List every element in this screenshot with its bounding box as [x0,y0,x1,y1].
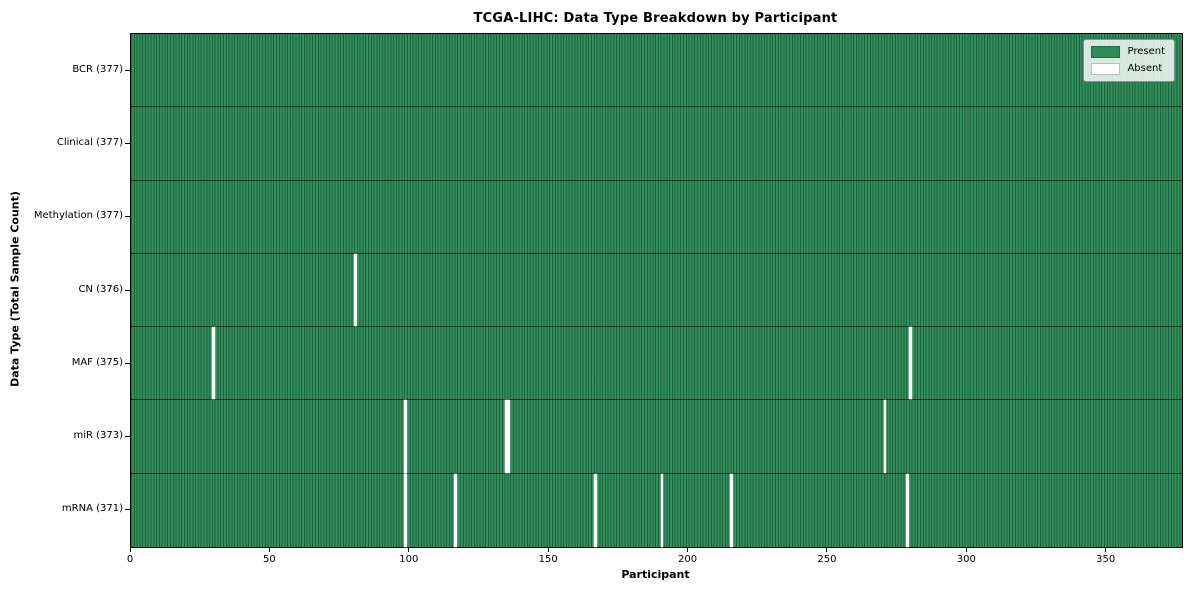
legend-label-absent: Absent [1127,63,1163,74]
x-tick-label: 300 [956,554,976,565]
x-tick-mark [826,547,828,552]
absent-bar [211,327,215,400]
y-tick-mark [125,436,130,438]
x-tick-label: 250 [817,554,837,565]
legend-swatch-present-icon [1091,46,1121,58]
x-tick-label: 100 [399,554,419,565]
data-type-row-miR [131,400,1182,474]
absent-bar [507,400,511,473]
x-tick-label: 200 [678,554,698,565]
y-tick-mark [125,216,130,218]
x-tick-label: 150 [538,554,558,565]
y-tick-label: miR (373) [73,430,123,442]
absent-bar [454,473,458,547]
x-tick-mark [965,547,967,552]
y-tick-label: mRNA (371) [61,503,123,515]
legend-label-present: Present [1127,46,1165,57]
y-tick-label: CN (376) [78,283,123,295]
absent-bar [660,473,664,547]
data-type-row-CN [131,253,1182,328]
absent-bar [883,400,887,473]
x-tick-label: 0 [126,554,134,565]
x-tick-mark [408,547,410,552]
y-tick-label: MAF (375) [71,356,123,368]
legend-swatch-absent-icon [1091,63,1121,75]
data-type-row-BCR [131,34,1182,108]
plot-area: Present Absent [130,33,1183,548]
y-tick-label: BCR (377) [72,63,123,75]
x-tick-mark [1105,547,1107,552]
chart-title: TCGA-LIHC: Data Type Breakdown by Partic… [473,11,838,26]
y-tick-label: Clinical (377) [56,136,123,148]
absent-bar [504,400,508,473]
y-tick-mark [125,69,130,71]
x-tick-label: 50 [263,554,276,565]
x-tick-mark [547,547,549,552]
absent-bar [593,473,597,547]
absent-bar [906,473,909,547]
x-tick-mark [268,547,270,552]
x-tick-mark [687,547,689,552]
absent-bar [730,473,734,547]
legend-item-absent: Absent [1091,63,1165,75]
absent-bar [404,400,407,473]
absent-bar [354,253,357,327]
y-tick-mark [125,289,130,291]
legend: Present Absent [1083,39,1175,82]
y-tick-label: Methylation (377) [33,210,123,222]
y-tick-mark [125,362,130,364]
x-tick-mark [129,547,131,552]
data-type-row-Clinical [131,107,1182,181]
absent-bar [908,327,912,400]
data-type-row-Methylation [131,181,1182,254]
data-type-row-mRNA [131,473,1182,547]
legend-item-present: Present [1091,46,1165,58]
y-tick-mark [125,509,130,511]
y-tick-mark [125,142,130,144]
data-type-row-MAF [131,327,1182,401]
absent-bar [404,473,407,547]
x-axis-label: Participant [621,568,690,581]
x-tick-label: 350 [1096,554,1116,565]
